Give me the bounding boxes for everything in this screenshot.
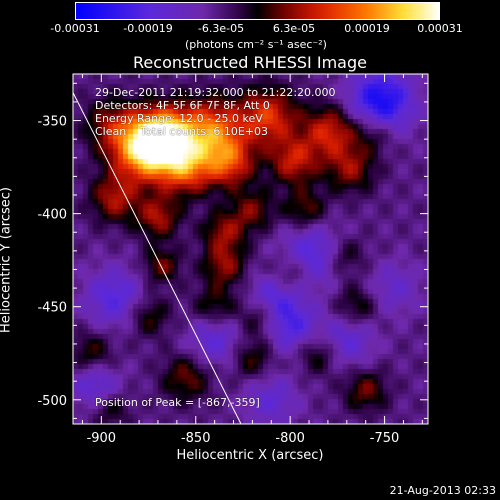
colorbar-tick: -0.00031 <box>50 22 100 35</box>
heatmap-image <box>73 74 428 424</box>
colorbar-tick: -0.00019 <box>123 22 173 35</box>
x-tick-label: -900 <box>87 431 117 446</box>
colorbar-tick: 6.3e-05 <box>272 22 316 35</box>
y-axis-label-text: Heliocentric Y (arcsec) <box>0 187 14 333</box>
colorbar-unit-label: (photons cm⁻² s⁻¹ asec⁻²) <box>185 38 327 51</box>
x-axis-label: Heliocentric X (arcsec) <box>176 448 324 463</box>
y-tick-label: -350 <box>37 115 67 130</box>
x-tick-label: -800 <box>275 431 305 446</box>
y-tick-label: -500 <box>37 394 67 409</box>
y-tick-label: -400 <box>37 208 67 223</box>
colorbar <box>75 2 440 20</box>
info-counts: Clean Total counts: 6.10E+03 <box>95 125 269 138</box>
colorbar-tick: 0.00019 <box>344 22 390 35</box>
limb-line <box>72 92 242 425</box>
x-tick-label: -850 <box>181 431 211 446</box>
footer-timestamp: 21-Aug-2013 02:33 <box>389 484 496 497</box>
plot-frame <box>72 73 429 425</box>
colorbar-tick: 0.00031 <box>417 22 463 35</box>
info-detectors: Detectors: 4F 5F 6F 7F 8F, Att 0 <box>95 99 270 112</box>
chart-title: Reconstructed RHESSI Image <box>133 53 367 72</box>
y-tick-label: -450 <box>37 301 67 316</box>
info-energy-range: Energy Range: 12.0 - 25.0 keV <box>95 112 263 125</box>
peak-position-label: Position of Peak = [-867,-359] <box>95 396 260 409</box>
x-tick-label: -750 <box>370 431 400 446</box>
info-time-range: 29-Dec-2011 21:19:32.000 to 21:22:20.000 <box>95 86 336 99</box>
colorbar-tick: -6.3e-05 <box>197 22 245 35</box>
